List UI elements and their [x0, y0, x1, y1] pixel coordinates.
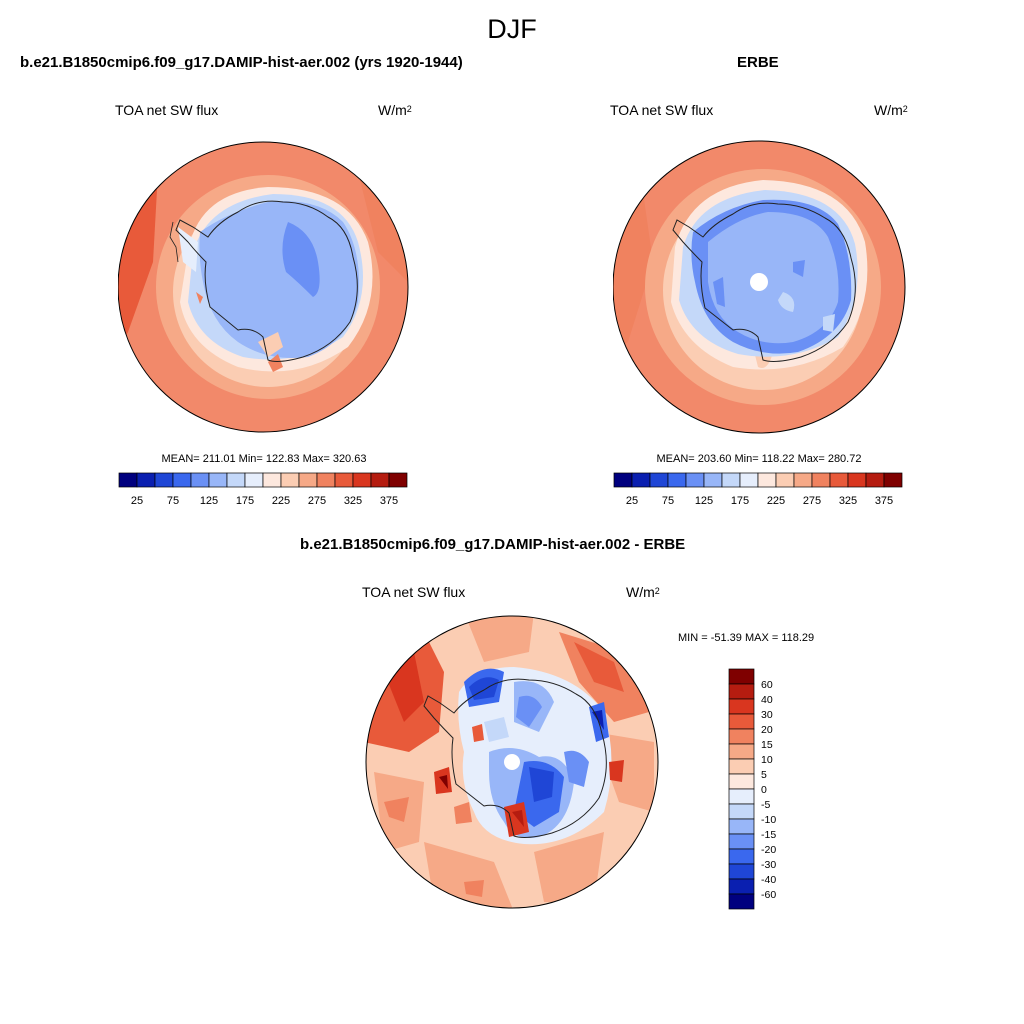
panel-3-colorbar-swatch	[728, 788, 755, 805]
panel-3-colorbar-swatch	[728, 818, 755, 835]
panel-2-colorbar-tick-label: 75	[662, 495, 674, 507]
panel-2-field-label: TOA net SW flux	[610, 102, 714, 118]
panel-1-field-label: TOA net SW flux	[115, 102, 219, 118]
panel-1-units: W/m2	[378, 102, 412, 118]
panel-1-colorbar: 25 75 125 175 225 275 325 375	[118, 472, 408, 507]
panel-2-colorbar-swatch	[829, 472, 849, 488]
panel-1-colorbar-swatch	[334, 472, 354, 488]
panel-2-map	[613, 140, 906, 434]
panel-3-units: W/m2	[626, 584, 660, 600]
panel-3-colorbar-tick-label: 0	[761, 784, 767, 796]
panel-1-colorbar-swatch	[172, 472, 192, 488]
panel-3-colorbar-tick-label: 40	[761, 694, 773, 706]
panel-2-colorbar-swatch	[793, 472, 813, 488]
panel-2-colorbar-swatch	[811, 472, 831, 488]
panel-1-colorbar-swatch	[262, 472, 282, 488]
panel-3-colorbar-tick-label: 15	[761, 739, 773, 751]
panel-2-title: ERBE	[737, 54, 779, 71]
panel-1-colorbar-tick-label: 325	[344, 495, 362, 507]
panel-1-colorbar-swatch	[136, 472, 156, 488]
panel-3-colorbar-tick-label: -40	[761, 874, 776, 886]
panel-1-colorbar-swatch	[316, 472, 336, 488]
panel-1-colorbar-swatch	[280, 472, 300, 488]
panel-2-colorbar-swatch	[883, 472, 903, 488]
panel-1-colorbar-swatch	[190, 472, 210, 488]
panel-1-colorbar-swatch	[244, 472, 264, 488]
panel-3-colorbar-swatch	[728, 683, 755, 700]
panel-2-colorbar-tick-label: 275	[803, 495, 821, 507]
panel-1-map	[118, 141, 409, 433]
panel-3-colorbar-tick-label: -10	[761, 814, 776, 826]
panel-2-colorbar-swatch	[649, 472, 669, 488]
panel-3-colorbar-swatch	[728, 893, 755, 910]
panel-2-colorbar-tick-label: 25	[626, 495, 638, 507]
panel-2-colorbar-swatch	[631, 472, 651, 488]
panel-2-colorbar-tick-label: 225	[767, 495, 785, 507]
panel-3-colorbar-tick-label: 10	[761, 754, 773, 766]
panel-1-colorbar-tick-label: 75	[167, 495, 179, 507]
panel-3-colorbar-tick-label: -5	[761, 799, 770, 811]
panel-1-colorbar-swatch	[118, 472, 138, 488]
panel-3-colorbar-swatch	[728, 713, 755, 730]
panel-2-colorbar-tick-label: 375	[875, 495, 893, 507]
panel-1-title: b.e21.B1850cmip6.f09_g17.DAMIP-hist-aer.…	[20, 54, 463, 71]
panel-2-colorbar-tick-label: 125	[695, 495, 713, 507]
panel-3-map	[365, 615, 659, 909]
panel-3-field-label: TOA net SW flux	[362, 584, 466, 600]
panel-2-colorbar-swatch	[739, 472, 759, 488]
panel-2-colorbar-swatch	[685, 472, 705, 488]
panel-2-units: W/m2	[874, 102, 908, 118]
panel-2-stats: MEAN= 203.60 Min= 118.22 Max= 280.72	[656, 453, 862, 465]
panel-3-colorbar-swatch	[728, 668, 755, 685]
panel-1-colorbar-swatch	[388, 472, 408, 488]
panel-3-colorbar-swatch	[728, 848, 755, 865]
panel-3-colorbar-swatch	[728, 698, 755, 715]
figure-title: DJF	[487, 14, 537, 44]
panel-3-colorbar: 60 40 30 20 15 10 5 0 -5 -10 -15 -20 -30 -40 -60	[728, 668, 776, 910]
panel-3-colorbar-swatch	[728, 743, 755, 760]
panel-1-colorbar-tick-label: 225	[272, 495, 290, 507]
panel-3-colorbar-tick-label: 60	[761, 679, 773, 691]
panel-2-colorbar-swatch	[757, 472, 777, 488]
panel-1-colorbar-tick-label: 25	[131, 495, 143, 507]
panel-3-colorbar-swatch	[728, 878, 755, 895]
panel-1-colorbar-swatch	[208, 472, 228, 488]
panel-1-colorbar-swatch	[352, 472, 372, 488]
panel-3-colorbar-swatch	[728, 758, 755, 775]
panel-1-colorbar-tick-label: 125	[200, 495, 218, 507]
panel-2-colorbar-swatch	[865, 472, 885, 488]
panel-1-colorbar-swatch	[298, 472, 318, 488]
panel-3-colorbar-tick-label: 5	[761, 769, 767, 781]
panel-1-colorbar-swatch	[154, 472, 174, 488]
panel-2-colorbar-swatch	[703, 472, 723, 488]
panel-3-title: b.e21.B1850cmip6.f09_g17.DAMIP-hist-aer.…	[300, 536, 686, 553]
panel-3-colorbar-swatch	[728, 773, 755, 790]
panel-1-stats: MEAN= 211.01 Min= 122.83 Max= 320.63	[161, 453, 367, 465]
panel-2-colorbar-swatch	[721, 472, 741, 488]
panel-3-colorbar-swatch	[728, 803, 755, 820]
panel-3-colorbar-swatch	[728, 833, 755, 850]
panel-1-colorbar-tick-label: 275	[308, 495, 326, 507]
panel-3-colorbar-tick-label: 20	[761, 724, 773, 736]
panel-2-colorbar-swatch	[775, 472, 795, 488]
panel-2-colorbar-tick-label: 325	[839, 495, 857, 507]
panel-1-colorbar-tick-label: 175	[236, 495, 254, 507]
panel-3-colorbar-swatch	[728, 863, 755, 880]
panel-3-colorbar-tick-label: -60	[761, 889, 776, 901]
panel-3-colorbar-tick-label: 30	[761, 709, 773, 721]
panel-2-colorbar-swatch	[667, 472, 687, 488]
panel-2-colorbar-tick-label: 175	[731, 495, 749, 507]
panel-1-colorbar-tick-label: 375	[380, 495, 398, 507]
panel-1-colorbar-swatch	[370, 472, 390, 488]
panel-3-colorbar-tick-label: -20	[761, 844, 776, 856]
panel-1-colorbar-swatch	[226, 472, 246, 488]
panel-3-colorbar-tick-label: -30	[761, 859, 776, 871]
panel-3-colorbar-swatch	[728, 728, 755, 745]
panel-2-colorbar-swatch	[847, 472, 867, 488]
panel-2-colorbar-swatch	[613, 472, 633, 488]
panel-3-stats: MIN = -51.39 MAX = 118.29	[678, 632, 815, 644]
panel-3-colorbar-tick-label: -15	[761, 829, 776, 841]
panel-2-colorbar: 25 75 125 175 225 275 325 375	[613, 472, 903, 507]
